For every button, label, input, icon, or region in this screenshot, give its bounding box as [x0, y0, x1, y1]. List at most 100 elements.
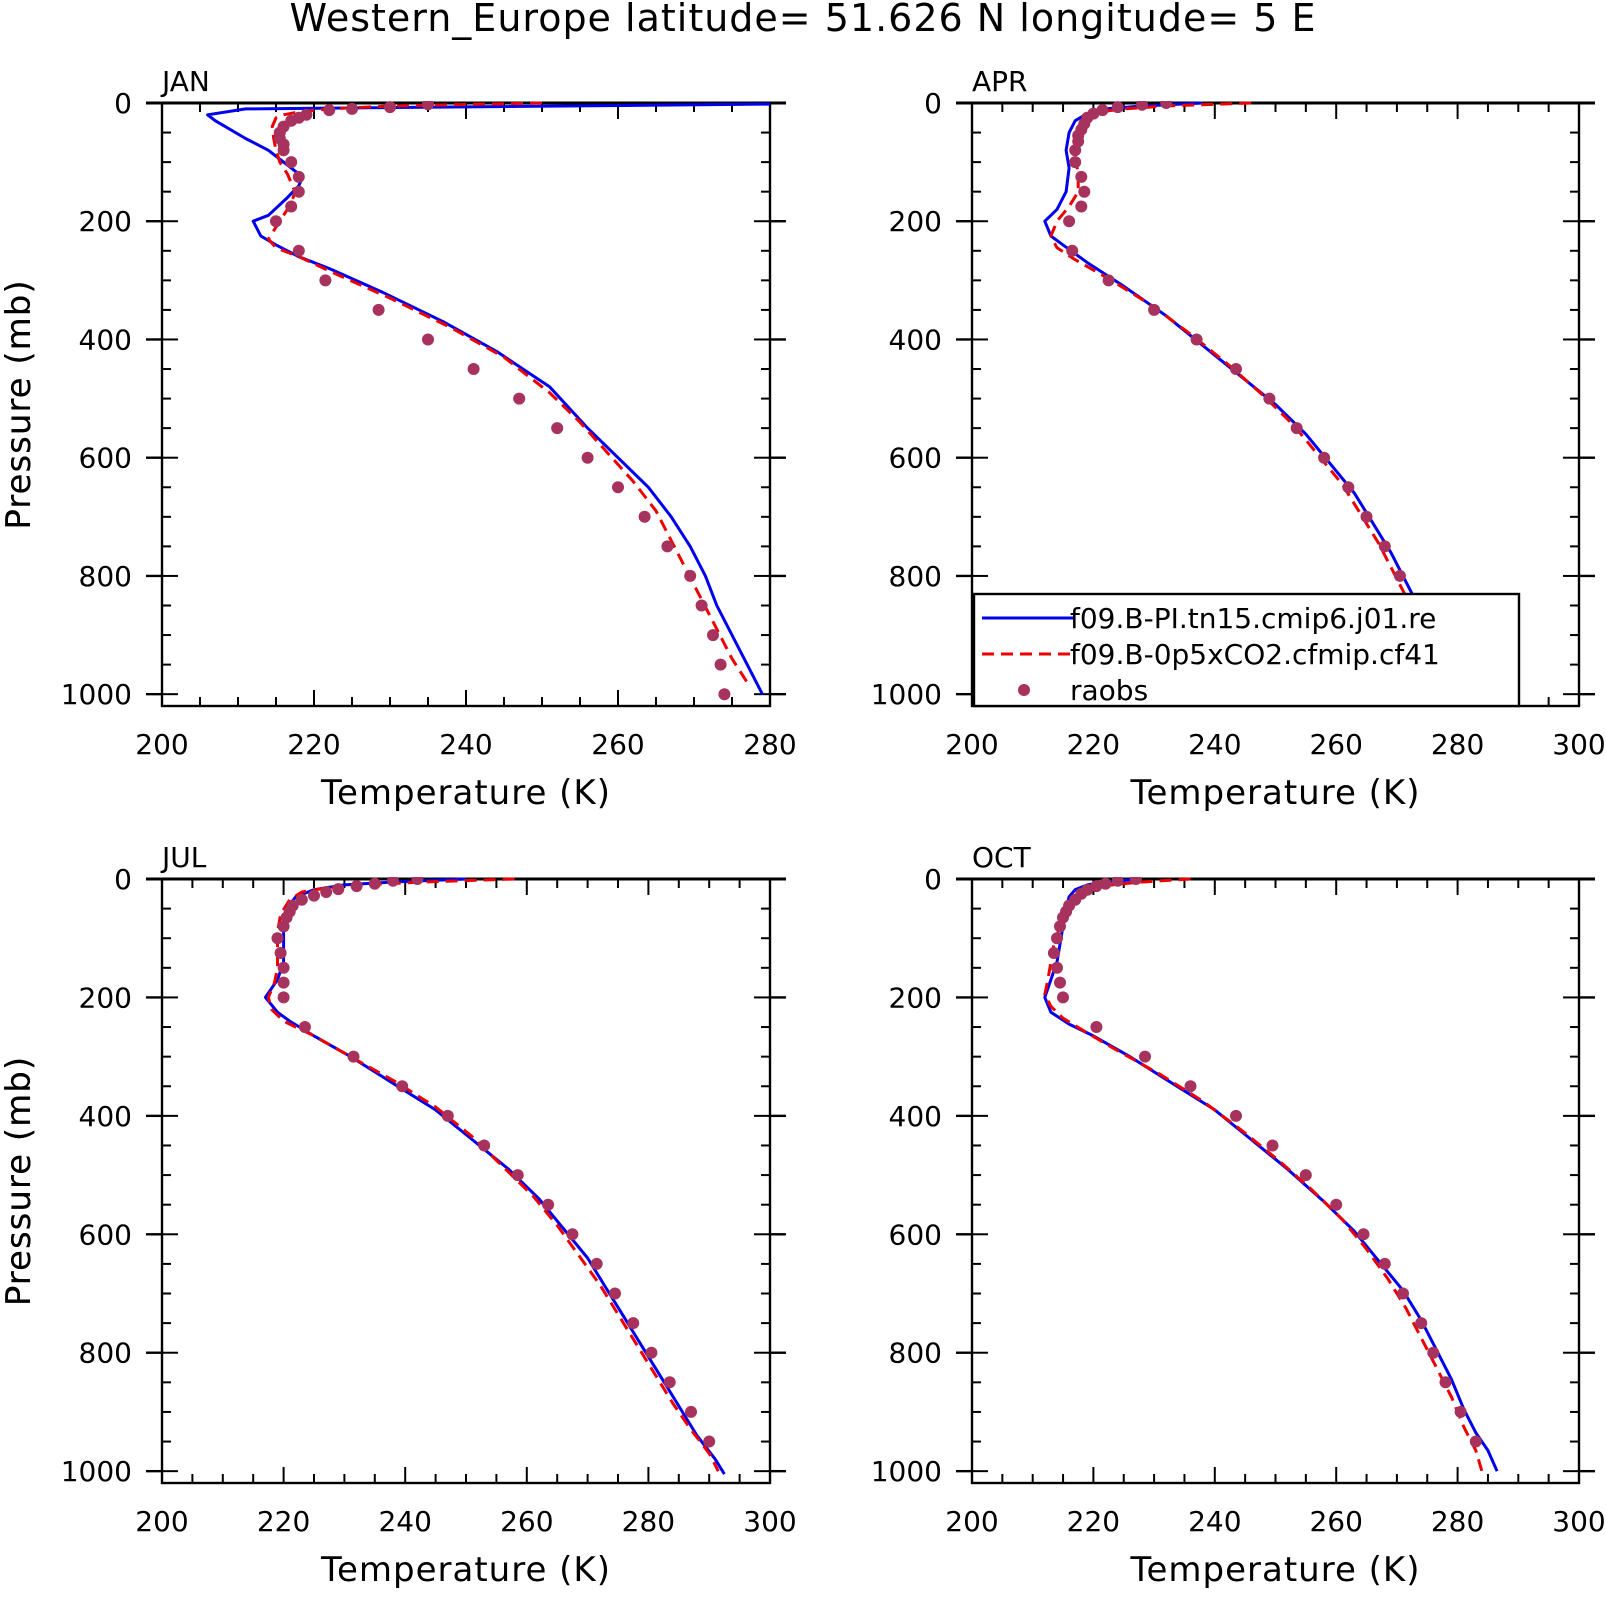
raobs-point: [1057, 991, 1069, 1004]
raobs-point: [627, 1317, 640, 1330]
y-axis-label: Pressure (mb): [0, 1056, 39, 1306]
raobs-point: [663, 1376, 676, 1389]
raobs-point: [542, 1198, 555, 1211]
raobs-point: [1393, 569, 1406, 582]
raobs-point: [1129, 877, 1142, 885]
y-tick-label: 600: [79, 1218, 132, 1251]
raobs-point: [277, 991, 290, 1004]
series-line-pi: [263, 877, 726, 1475]
raobs-point: [1330, 1198, 1343, 1211]
x-tick-label: 220: [257, 1505, 310, 1538]
raobs-point: [319, 274, 332, 287]
raobs-point: [566, 1228, 579, 1241]
x-tick-label: 260: [500, 1505, 553, 1538]
raobs-point: [1360, 510, 1373, 523]
y-tick-label: 0: [924, 863, 942, 896]
legend-label: raobs: [1070, 674, 1148, 707]
y-axis-label: Pressure (mb): [0, 279, 39, 529]
raobs-point: [1230, 363, 1242, 375]
plot-data: [1043, 877, 1499, 1472]
raobs-point: [1230, 1109, 1242, 1122]
raobs-point: [277, 976, 290, 989]
y-tick-label: 1000: [61, 678, 132, 711]
y-axis-label: Pressure (mb): [0, 279, 39, 529]
x-tick-label: 220: [287, 728, 340, 761]
raobs-point: [332, 883, 345, 896]
x-axis-label: Temperature (K): [1129, 1550, 1420, 1590]
raobs-point: [684, 569, 697, 582]
raobs-point: [581, 451, 594, 464]
raobs-point: [347, 1050, 360, 1063]
y-tick-label: 400: [79, 1100, 132, 1133]
raobs-point: [285, 200, 298, 213]
y-tick-label: 800: [889, 1337, 942, 1370]
raobs-point: [685, 1405, 697, 1418]
y-tick-label: 200: [889, 981, 942, 1014]
raobs-point: [271, 932, 284, 945]
raobs-point: [1047, 947, 1060, 959]
raobs-point: [350, 880, 363, 893]
raobs-point: [1139, 1050, 1151, 1063]
y-tick-label: 800: [889, 560, 942, 593]
y-tick-label: 600: [79, 442, 132, 475]
raobs-point: [320, 886, 333, 898]
raobs-point: [1439, 1376, 1452, 1389]
y-tick-label: 400: [79, 323, 132, 356]
raobs-point: [1318, 451, 1331, 464]
raobs-point: [285, 156, 298, 169]
raobs-point: [1066, 244, 1079, 257]
y-tick-label: 200: [79, 981, 132, 1014]
x-tick-label: 240: [439, 728, 492, 761]
raobs-point: [422, 101, 434, 111]
raobs-point: [422, 333, 434, 346]
raobs-point: [277, 144, 290, 157]
raobs-point: [513, 392, 526, 405]
raobs-point: [1290, 422, 1303, 435]
y-tick-label: 200: [889, 205, 942, 238]
raobs-point: [323, 104, 336, 117]
y-tick-label: 800: [79, 1337, 132, 1370]
raobs-point: [1378, 540, 1391, 553]
raobs-point: [270, 215, 282, 228]
figure-title: Western_Europe latitude= 51.626 N longit…: [289, 0, 1316, 40]
raobs-point: [1266, 1139, 1279, 1152]
raobs-point: [277, 920, 290, 933]
y-tick-label: 800: [79, 560, 132, 593]
legend-raobs-marker: [1018, 684, 1030, 696]
series-line-0p5xco2: [1043, 877, 1484, 1472]
raobs-point: [1415, 1317, 1428, 1330]
raobs-point: [1454, 1405, 1467, 1418]
raobs-point: [1075, 170, 1088, 183]
plot-frame: [970, 877, 1581, 1485]
legend-label: f09.B-PI.tn15.cmip6.j01.re: [1070, 602, 1436, 635]
raobs-point: [1090, 1021, 1103, 1033]
legend-label: f09.B-0p5xCO2.cfmip.cf41: [1070, 638, 1440, 671]
x-tick-label: 260: [591, 728, 644, 761]
raobs-point: [1051, 932, 1063, 945]
x-tick-label: 280: [1431, 1505, 1484, 1538]
y-tick-label: 600: [889, 1218, 942, 1251]
y-tick-label: 600: [889, 442, 942, 475]
panel-label: JUL: [160, 841, 207, 874]
y-tick-label: 400: [889, 323, 942, 356]
x-tick-label: 300: [743, 1505, 796, 1538]
raobs-point: [411, 877, 424, 885]
y-tick-label: 1000: [61, 1455, 132, 1488]
raobs-point: [1111, 101, 1124, 114]
plot-frame: [160, 877, 772, 1485]
x-tick-label: 200: [945, 728, 998, 761]
raobs-point: [645, 1346, 658, 1359]
raobs-point: [612, 481, 624, 494]
raobs-point: [1075, 200, 1088, 213]
raobs-point: [467, 363, 480, 375]
raobs-point: [661, 540, 674, 553]
raobs-point: [478, 1139, 491, 1152]
raobs-point: [1099, 877, 1112, 890]
raobs-point: [718, 688, 731, 701]
raobs-point: [1051, 961, 1063, 974]
series-line-0p5xco2: [266, 877, 720, 1472]
